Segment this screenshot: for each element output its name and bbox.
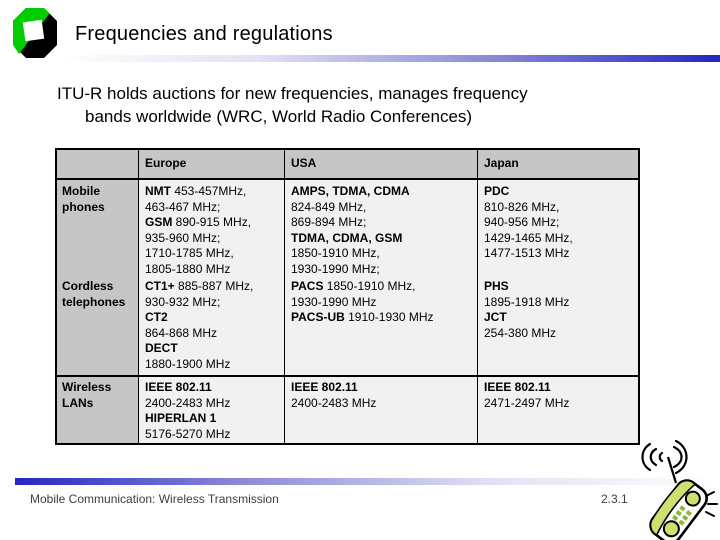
slide-title: Frequencies and regulations: [75, 23, 333, 45]
footer-divider-rule: [15, 478, 720, 485]
slide-number: 2.3.1: [601, 492, 628, 506]
cell-cordless-europe: CT1+ 885-887 MHz, 930-932 MHz; CT2 864-868 …: [138, 277, 284, 375]
footer-title: Mobile Communication: Wireless Transmiss…: [30, 492, 279, 506]
bullet-line-2: bands worldwide (WRC, World Radio Confer…: [85, 107, 473, 126]
cordless-phone-icon: [641, 439, 718, 540]
cell-mobile-europe: NMT 453-457MHz, 463-467 MHz; GSM 890-915 M…: [138, 180, 284, 277]
spark-lines-icon: [705, 491, 718, 517]
cell-cordless-usa: PACS 1850-1910 MHz, 1930-1990 MHz PACS-UB …: [284, 277, 477, 375]
cell-wireless-usa: IEEE 802.11 2400-2483 MHz: [284, 375, 477, 443]
table-corner-cell: [57, 150, 138, 180]
column-header-japan: Japan: [477, 150, 638, 180]
row-label-wireless-lans: Wireless LANs: [57, 375, 138, 443]
title-divider-rule: [60, 55, 720, 62]
cell-wireless-europe: IEEE 802.11 2400-2483 MHz HIPERLAN 1 5176-5…: [138, 375, 284, 443]
cell-wireless-japan: IEEE 802.11 2471-2497 MHz: [477, 375, 638, 443]
row-label-cordless-telephones: Cordless telephones: [57, 277, 138, 375]
signal-waves-icon: [641, 439, 688, 475]
column-header-europe: Europe: [138, 150, 284, 180]
phone-antenna: [666, 456, 678, 484]
frequency-table: Europe USA Japan Mobile phones NMT 453-4…: [55, 148, 640, 445]
bullet-text: ITU-R holds auctions for new frequencies…: [57, 82, 528, 128]
cell-cordless-japan: PHS 1895-1918 MHz JCT 254-380 MHz: [477, 277, 638, 375]
row-label-mobile-phones: Mobile phones: [57, 180, 138, 277]
phone-body: [649, 479, 708, 540]
university-logo-icon: [13, 8, 57, 58]
column-header-usa: USA: [284, 150, 477, 180]
cell-mobile-japan: PDC 810-826 MHz, 940-956 MHz; 1429-1465 MHz…: [477, 180, 638, 277]
bullet-line-1: ITU-R holds auctions for new frequencies…: [57, 84, 528, 103]
cell-mobile-usa: AMPS, TDMA, CDMA 824-849 MHz, 869-894 MHz;…: [284, 180, 477, 277]
